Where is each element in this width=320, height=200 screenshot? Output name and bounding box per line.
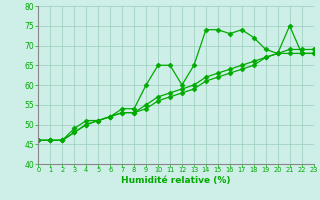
X-axis label: Humidité relative (%): Humidité relative (%) [121,176,231,185]
